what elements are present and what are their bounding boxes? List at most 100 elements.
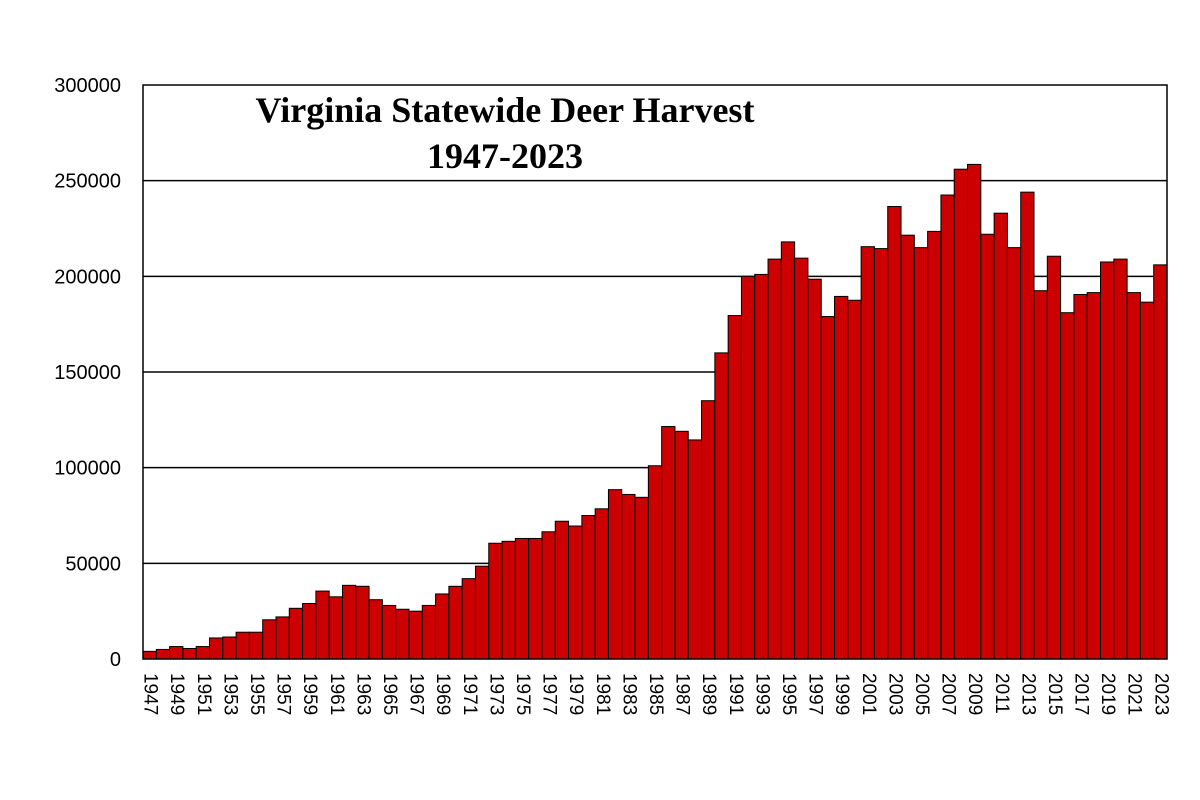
x-tick-label: 1979 <box>565 673 586 715</box>
bar-1968 <box>421 604 437 660</box>
bar-2004 <box>900 234 915 660</box>
bar-2005 <box>913 247 929 660</box>
y-tick-label: 100000 <box>54 458 121 480</box>
bar-1958 <box>288 607 304 660</box>
bar-2010 <box>980 233 995 660</box>
x-tick-label: 1957 <box>273 673 294 715</box>
bar-2018 <box>1086 292 1102 660</box>
bar-2021 <box>1126 292 1141 660</box>
y-tick-label: 300000 <box>54 75 121 97</box>
x-tick-label: 1989 <box>698 673 719 715</box>
bar-1971 <box>461 578 476 660</box>
x-tick-label: 2003 <box>884 673 905 715</box>
x-tick-label: 1947 <box>140 673 161 715</box>
bar-1983 <box>621 493 636 660</box>
bar-1992 <box>740 275 756 660</box>
bar-2020 <box>1113 258 1128 660</box>
bar-2009 <box>967 163 982 660</box>
bar-2008 <box>953 168 969 660</box>
x-tick-label: 1973 <box>485 673 506 715</box>
y-tick-label: 200000 <box>54 266 121 288</box>
bar-2016 <box>1060 312 1075 660</box>
bar-1964 <box>368 599 383 660</box>
x-tick-label: 1971 <box>459 673 480 715</box>
bar-1970 <box>448 585 463 660</box>
bar-1956 <box>262 619 277 660</box>
bar-1997 <box>807 278 822 660</box>
bar-1954 <box>235 631 250 660</box>
bar-2011 <box>993 212 1008 660</box>
bar-1962 <box>341 584 357 660</box>
x-tick-label: 2009 <box>964 673 985 715</box>
bar-1987 <box>674 430 689 660</box>
x-tick-label: 1981 <box>592 673 613 715</box>
bar-1990 <box>714 352 729 660</box>
bar-1965 <box>381 604 397 660</box>
x-tick-label: 2017 <box>1071 673 1092 715</box>
x-tick-label: 2015 <box>1044 673 1065 715</box>
x-tick-label: 1991 <box>725 673 746 715</box>
y-tick-label: 50000 <box>65 553 121 575</box>
bar-1959 <box>302 603 317 660</box>
x-tick-label: 1953 <box>219 673 240 715</box>
bar-1948 <box>155 648 171 660</box>
bar-1984 <box>634 496 649 660</box>
bar-2001 <box>860 246 875 660</box>
x-tick-label: 1951 <box>193 673 214 715</box>
plot-frame <box>142 84 1168 660</box>
x-tick-label: 2001 <box>858 673 879 715</box>
bar-1953 <box>222 636 237 660</box>
chart-title: Virginia Statewide Deer Harvest <box>256 90 755 130</box>
bar-1977 <box>541 531 556 660</box>
x-tick-label: 1993 <box>751 673 772 715</box>
bar-1950 <box>182 647 197 660</box>
x-axis-ticks: 1947 1949 1951 1953 1955 1957 1959 1961 1963 1965… <box>140 673 1172 715</box>
bar-1973 <box>488 542 503 660</box>
bar-1952 <box>208 637 224 660</box>
bar-1995 <box>780 241 796 660</box>
bar-2006 <box>927 230 942 660</box>
x-tick-label: 2021 <box>1124 673 1145 715</box>
bar-1986 <box>661 426 676 660</box>
bar-1966 <box>395 608 410 660</box>
bar-2012 <box>1006 247 1022 660</box>
x-tick-label: 1949 <box>166 673 187 715</box>
bar-2007 <box>940 194 955 660</box>
bar-2022 <box>1139 301 1155 660</box>
bar-2017 <box>1073 294 1088 660</box>
x-tick-label: 2011 <box>991 673 1012 714</box>
bar-2013 <box>1020 191 1035 660</box>
bar-1957 <box>275 616 290 660</box>
bar-1999 <box>834 295 849 660</box>
x-tick-label: 1983 <box>618 673 639 715</box>
bar-1947 <box>142 650 157 660</box>
bar-1982 <box>607 489 623 660</box>
bar-2003 <box>887 206 902 660</box>
bar-1960 <box>315 590 330 660</box>
y-tick-label: 250000 <box>54 171 121 193</box>
y-tick-label: 0 <box>110 649 121 671</box>
bar-1951 <box>195 646 210 660</box>
bar-2000 <box>847 299 862 660</box>
x-tick-label: 2005 <box>911 673 932 715</box>
bar-1961 <box>328 596 343 660</box>
bar-1989 <box>701 400 716 660</box>
bar-2023 <box>1153 264 1168 660</box>
bar-1993 <box>754 273 769 660</box>
bar-1980 <box>581 515 596 660</box>
x-tick-label: 1969 <box>432 673 453 715</box>
bar-1979 <box>568 525 583 660</box>
bar-1949 <box>169 646 184 660</box>
x-tick-label: 1965 <box>379 673 400 715</box>
x-tick-label: 1995 <box>778 673 799 715</box>
bar-1981 <box>594 508 609 660</box>
bar-2014 <box>1033 290 1048 660</box>
x-tick-label: 1959 <box>299 673 320 715</box>
x-tick-label: 1999 <box>831 673 852 715</box>
x-tick-label: 1985 <box>645 673 666 715</box>
bar-1991 <box>727 315 742 660</box>
bar-1996 <box>794 257 809 660</box>
bar-1963 <box>355 585 370 660</box>
bar-2015 <box>1046 255 1062 660</box>
